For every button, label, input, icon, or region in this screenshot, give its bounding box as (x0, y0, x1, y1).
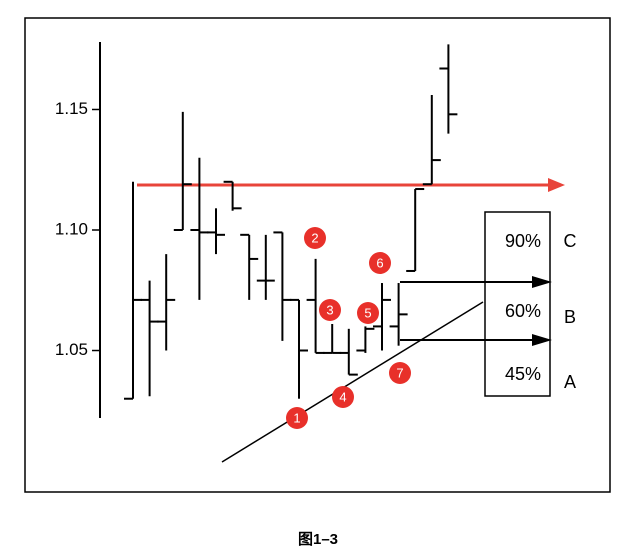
marker-label: 2 (311, 230, 318, 245)
frame (24, 17, 611, 493)
y-tick-label: 1.05 (55, 340, 88, 359)
marker-circle (389, 362, 411, 384)
marker-circle (319, 299, 341, 321)
red-arrow-head (548, 178, 565, 192)
marker-label: 4 (339, 389, 346, 404)
level-box (484, 211, 551, 397)
marker-label: 1 (293, 410, 300, 425)
arrow-head (532, 276, 552, 288)
level-percent: 45% (505, 364, 541, 384)
trend-line (221, 301, 484, 463)
y-tick-label: 1.15 (55, 99, 88, 118)
marker-label: 5 (364, 305, 371, 320)
level-percent: 60% (505, 301, 541, 321)
marker-circle (332, 386, 354, 408)
caption: 图1–3 (298, 531, 338, 548)
y-tick-label: 1.10 (55, 219, 88, 238)
arrow-head (532, 334, 552, 346)
marker-label: 3 (326, 302, 333, 317)
marker-circle (357, 302, 379, 324)
level-label: B (564, 307, 576, 327)
marker-circle (304, 227, 326, 249)
marker-label: 6 (376, 255, 383, 270)
marker-circle (286, 407, 308, 429)
marker-label: 7 (396, 365, 403, 380)
level-percent: 90% (505, 231, 541, 251)
marker-circle (369, 252, 391, 274)
level-label: A (564, 372, 576, 392)
level-label: C (564, 231, 577, 251)
